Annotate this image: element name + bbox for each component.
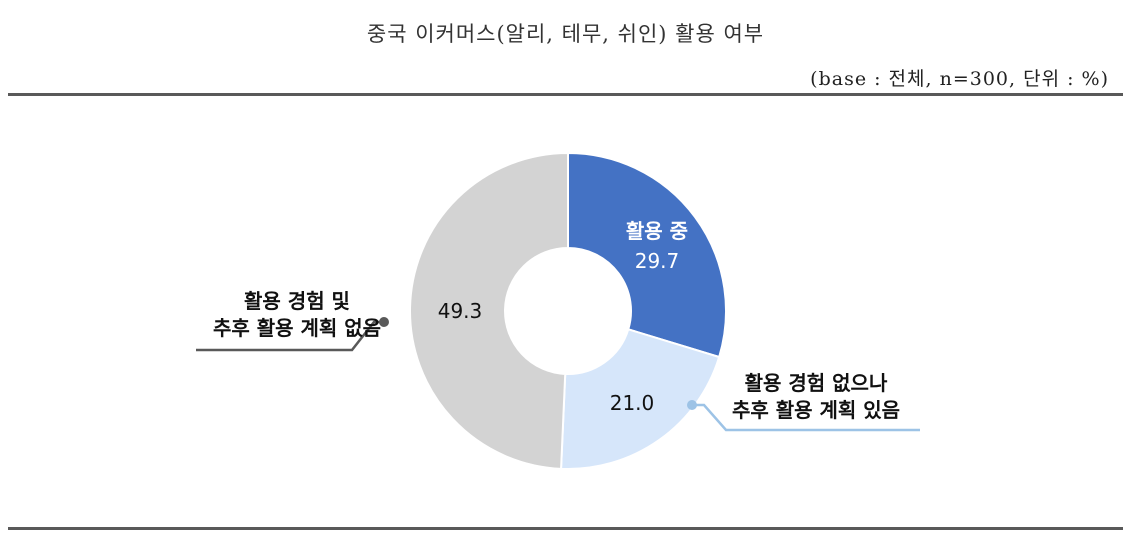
slice-category-line: 추후 활용 계획 없음 xyxy=(213,316,381,340)
slice-category-label-1: 활용 중 xyxy=(626,219,688,243)
chart-title: 중국 이커머스(알리, 테무, 쉬인) 활용 여부 xyxy=(366,22,765,46)
leader-lines xyxy=(196,317,920,432)
slice-value-label-2: 21.0 xyxy=(610,391,655,415)
donut-slices xyxy=(409,151,727,470)
leader-dot-2 xyxy=(687,400,697,410)
slice-category-line: 추후 활용 계획 있음 xyxy=(732,398,900,422)
slice-category-line: 활용 경험 없으나 xyxy=(745,371,888,395)
bottom-divider xyxy=(8,527,1123,530)
base-note: (base : 전체, n=300, 단위 : %) xyxy=(810,68,1109,90)
slice-category-line: 활용 중 xyxy=(626,219,688,243)
donut-slice-1 xyxy=(567,151,727,359)
slice-category-line: 활용 경험 및 xyxy=(244,289,350,313)
leader-dot-3 xyxy=(379,317,389,327)
top-divider xyxy=(8,93,1123,96)
slice-value-label-1: 29.7 xyxy=(635,249,680,273)
slice-value-label-3: 49.3 xyxy=(438,299,483,323)
donut-slice-3 xyxy=(409,151,569,470)
leader-line-2 xyxy=(692,403,920,432)
